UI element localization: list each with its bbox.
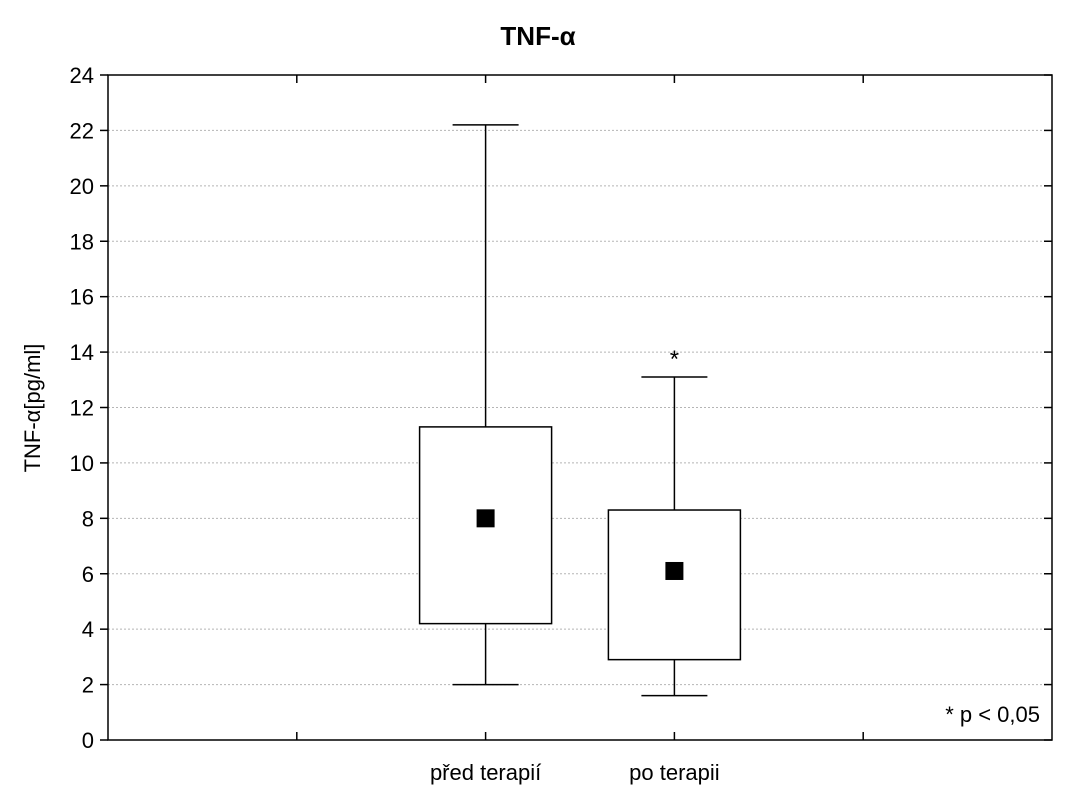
y-tick-label: 2: [82, 673, 94, 698]
y-tick-label: 4: [82, 617, 94, 642]
center-marker: [665, 561, 684, 580]
x-category-label: po terapii: [629, 760, 720, 785]
y-tick-label: 12: [70, 396, 94, 421]
y-tick-label: 14: [70, 340, 94, 365]
y-tick-label: 6: [82, 562, 94, 587]
significance-star: *: [670, 346, 679, 373]
box-group: *: [607, 346, 742, 697]
x-category-label: před terapií: [430, 760, 541, 785]
box-rect: [607, 509, 742, 661]
y-tick-label: 16: [70, 285, 94, 310]
y-tick-label: 22: [70, 118, 94, 143]
y-tick-label: 24: [70, 63, 94, 88]
y-tick-label: 0: [82, 728, 94, 753]
gridlines: [108, 129, 1052, 686]
chart-title: TNF-α: [500, 21, 575, 51]
y-tick-label: 8: [82, 506, 94, 531]
box-group: [418, 124, 553, 686]
center-marker: [476, 509, 495, 528]
y-tick-label: 10: [70, 451, 94, 476]
y-tick-label: 18: [70, 229, 94, 254]
y-tick-label: 20: [70, 174, 94, 199]
box-series: *: [418, 124, 742, 697]
y-axis-label: TNF-α[pg/ml]: [20, 344, 45, 473]
x-axis: před terapií po terapii: [296, 75, 864, 785]
significance-note: * p < 0,05: [945, 702, 1040, 727]
